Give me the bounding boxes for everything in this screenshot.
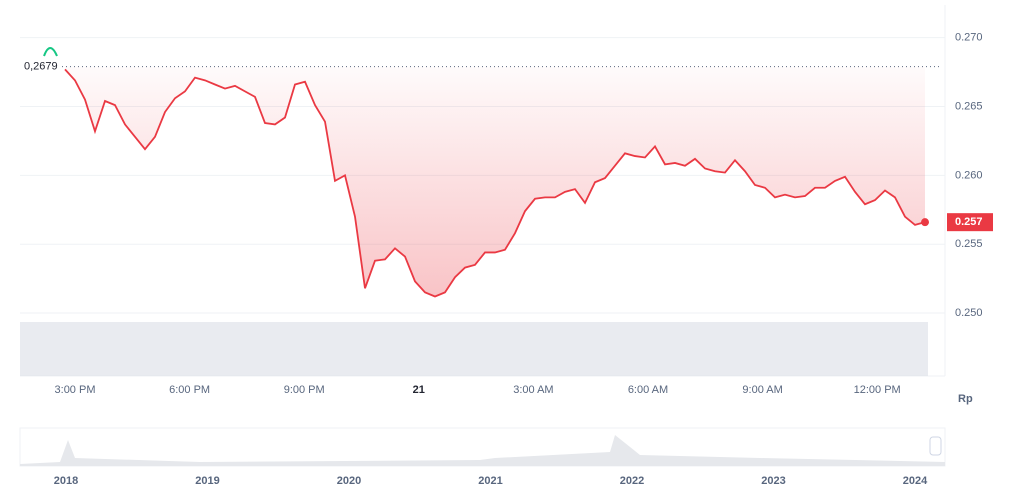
x-tick-label: 6:00 AM (628, 384, 668, 396)
y-tick-label: 0.255 (955, 238, 983, 250)
x-tick-label: 3:00 AM (513, 384, 553, 396)
navigator-year: 2019 (195, 475, 219, 487)
navigator-year: 2018 (54, 475, 78, 487)
x-tick-label: 21 (413, 384, 425, 396)
navigator-year: 2023 (761, 475, 785, 487)
last-point (921, 218, 929, 227)
reference-label: 0,2679 (24, 60, 58, 72)
navigator-year: 2024 (903, 475, 928, 487)
last-label: 0.257 (955, 216, 983, 228)
x-tick-label: 9:00 PM (284, 384, 325, 396)
x-tick-label: 9:00 AM (742, 384, 782, 396)
y-tick-label: 0.270 (955, 32, 983, 44)
open-marker (43, 47, 58, 57)
volume-band (20, 322, 928, 376)
navigator-year: 2021 (478, 475, 502, 487)
y-tick-label: 0.265 (955, 100, 983, 112)
y-unit: Rp (958, 393, 973, 405)
last-label-bg (947, 213, 993, 232)
y-tick-label: 0.260 (955, 169, 983, 181)
navigator-handle[interactable] (929, 436, 942, 456)
price-line (64, 68, 926, 298)
y-tick-label: 0.250 (955, 307, 983, 319)
price-area (65, 66, 925, 297)
x-tick-label: 12:00 PM (854, 384, 901, 396)
navigator-year: 2022 (620, 475, 644, 487)
x-tick-label: 6:00 PM (169, 384, 210, 396)
navigator-area (20, 435, 945, 466)
navigator-year: 2020 (337, 475, 361, 487)
x-tick-label: 3:00 PM (55, 384, 96, 396)
